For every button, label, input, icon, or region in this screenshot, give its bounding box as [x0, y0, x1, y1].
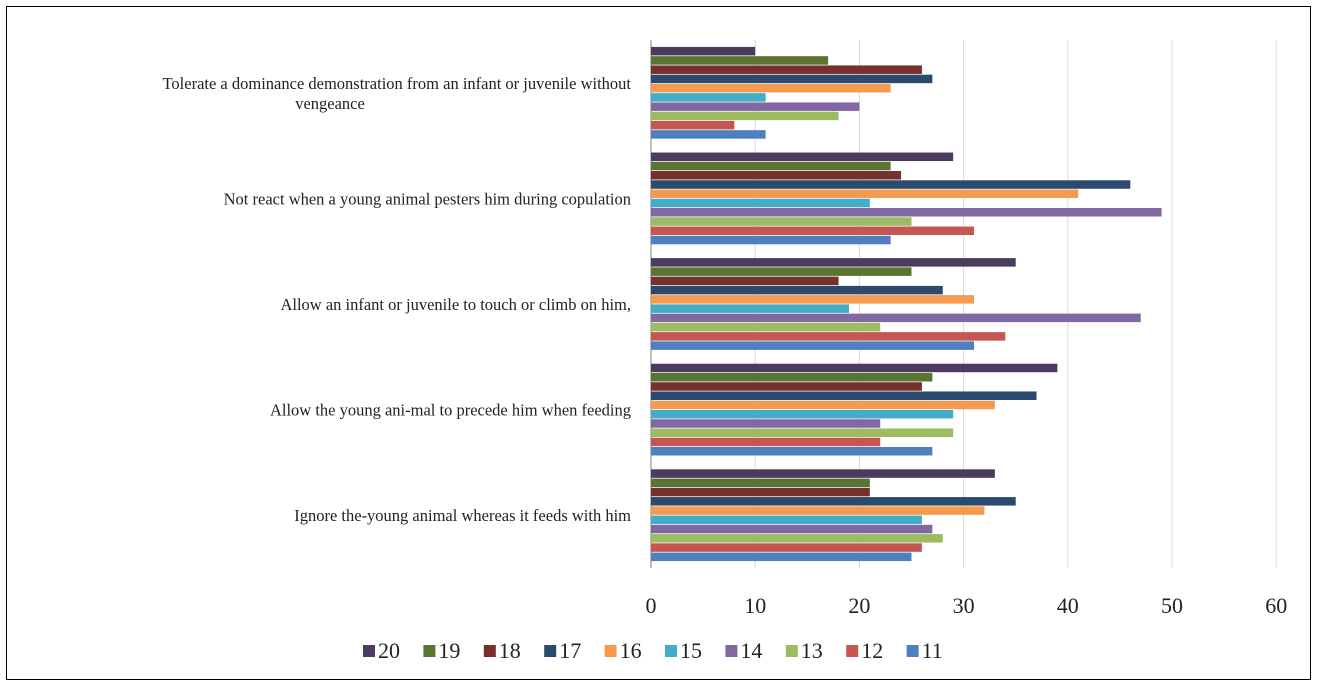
- bar-series-17: [651, 285, 943, 295]
- legend-label-15: 15: [680, 638, 702, 663]
- x-tick-label: 10: [744, 593, 766, 618]
- bar-series-20: [651, 469, 995, 478]
- x-tick-label: 40: [1057, 593, 1079, 618]
- bar-series-20: [651, 258, 1016, 267]
- bar-series-19: [651, 267, 912, 276]
- bar-series-19: [651, 56, 829, 65]
- bar-series-11: [651, 446, 933, 456]
- legend-swatch-15: [665, 645, 677, 657]
- bar-series-16: [651, 295, 975, 304]
- bar-series-17: [651, 180, 1131, 189]
- bar-series-14: [651, 524, 933, 534]
- bar-series-17: [651, 391, 1037, 400]
- bar-series-12: [651, 332, 1006, 341]
- legend-swatch-20: [363, 645, 375, 657]
- bar-series-18: [651, 382, 922, 391]
- bar-series-18: [651, 171, 902, 180]
- bar-series-12: [651, 437, 881, 447]
- bar-series-16: [651, 189, 1079, 199]
- category-label: vengeance: [295, 94, 365, 113]
- x-tick-label: 30: [953, 593, 975, 618]
- bar-series-13: [651, 111, 839, 121]
- legend-label-20: 20: [378, 638, 400, 663]
- legend-label-18: 18: [499, 638, 521, 663]
- legend-swatch-14: [725, 645, 738, 657]
- bar-series-19: [651, 161, 891, 171]
- bars: [651, 46, 1162, 562]
- category-label: Allow the young ani-mal to precede him w…: [270, 401, 631, 420]
- legend-label-13: 13: [801, 638, 823, 663]
- bar-series-14: [651, 419, 881, 428]
- bar-series-19: [651, 478, 870, 488]
- bar-series-16: [651, 83, 891, 93]
- bar-series-11: [651, 552, 912, 562]
- legend-label-19: 19: [438, 638, 460, 663]
- bar-series-14: [651, 313, 1141, 323]
- bar-series-11: [651, 130, 766, 139]
- bar-series-15: [651, 409, 954, 419]
- bar-series-17: [651, 74, 933, 84]
- bar-series-15: [651, 515, 922, 525]
- bar-series-13: [651, 322, 881, 332]
- category-label: Not react when a young animal pesters hi…: [224, 189, 631, 208]
- legend-label-16: 16: [620, 638, 642, 663]
- category-label: Ignore the-young animal whereas it feeds…: [294, 506, 631, 525]
- bar-series-13: [651, 217, 912, 226]
- legend-swatch-11: [906, 645, 919, 657]
- x-tick-label: 50: [1161, 593, 1183, 618]
- bar-series-16: [651, 400, 995, 410]
- bar-series-20: [651, 363, 1058, 373]
- bar-series-11: [651, 341, 975, 350]
- legend-swatch-12: [846, 645, 859, 657]
- bar-series-13: [651, 428, 954, 437]
- legend-label-14: 14: [740, 638, 762, 663]
- bar-series-20: [651, 46, 756, 56]
- legend-label-12: 12: [861, 638, 883, 663]
- category-label: Tolerate a dominance demonstration from …: [163, 74, 632, 93]
- legend-swatch-17: [544, 645, 557, 657]
- legend-label-11: 11: [922, 638, 943, 663]
- bar-series-16: [651, 506, 985, 515]
- bar-series-20: [651, 152, 954, 162]
- legend-swatch-16: [604, 645, 617, 657]
- x-tick-label: 0: [646, 593, 657, 618]
- bar-series-14: [651, 102, 860, 111]
- bar-series-15: [651, 198, 870, 208]
- bar-series-12: [651, 226, 975, 236]
- legend-swatch-13: [785, 645, 798, 657]
- x-tick-labels: 0 10 20 30 40 50 60: [646, 593, 1288, 618]
- legend: 20 19 18 17 16 15 14 13 12 11: [363, 638, 943, 663]
- bar-series-15: [651, 93, 766, 102]
- bar-series-19: [651, 372, 933, 382]
- category-label: Allow an infant or juvenile to touch or …: [280, 295, 631, 314]
- bar-series-12: [651, 543, 922, 552]
- bar-series-18: [651, 487, 870, 497]
- x-tick-label: 60: [1265, 593, 1287, 618]
- x-tick-label: 20: [848, 593, 870, 618]
- bar-series-15: [651, 304, 849, 313]
- bar-series-17: [651, 497, 1016, 506]
- bar-series-18: [651, 65, 922, 74]
- legend-swatch-18: [483, 645, 496, 657]
- category-labels: Tolerate a dominance demonstration from …: [163, 74, 632, 525]
- legend-swatch-19: [423, 645, 436, 657]
- legend-label-17: 17: [559, 638, 581, 663]
- bar-series-13: [651, 534, 943, 543]
- bar-series-11: [651, 235, 891, 245]
- bar-series-18: [651, 276, 839, 286]
- bar-series-14: [651, 208, 1162, 217]
- bar-series-12: [651, 120, 735, 130]
